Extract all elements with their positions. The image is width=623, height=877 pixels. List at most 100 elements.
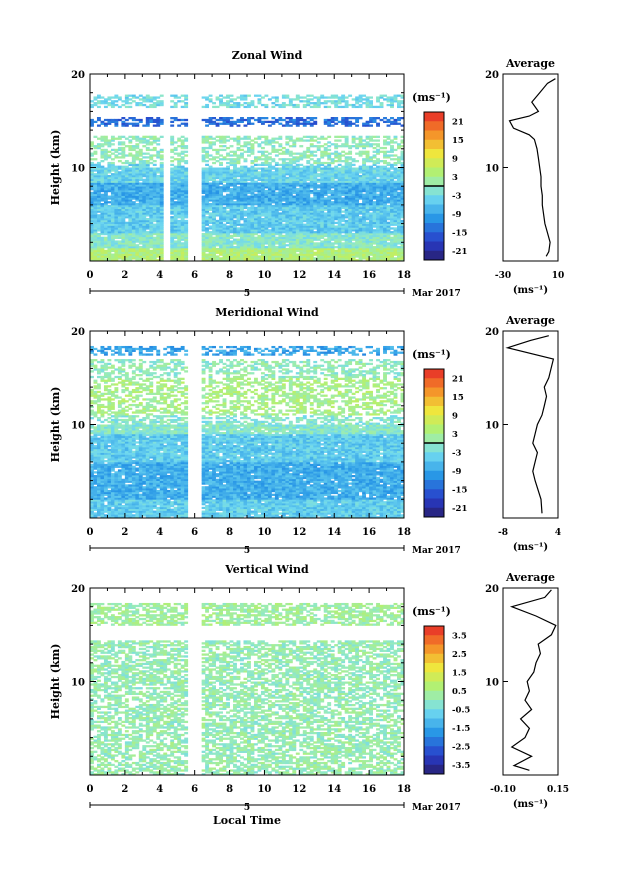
heatmap-cell: [327, 122, 332, 125]
heatmap-cell: [142, 145, 147, 148]
heatmap-cell: [138, 150, 143, 153]
heatmap-cell: [306, 174, 311, 178]
heatmap-cell: [344, 242, 349, 245]
heatmap-cell: [184, 227, 189, 230]
heatmap-cell: [316, 167, 321, 170]
heatmap-cell: [128, 204, 133, 208]
heatmap-cell: [274, 240, 279, 243]
heatmap-cell: [117, 105, 122, 109]
heatmap-cell: [110, 161, 115, 165]
heatmap-cell: [201, 189, 206, 193]
heatmap-cell: [159, 174, 164, 178]
heatmap-cell: [257, 173, 262, 176]
heatmap-cell: [138, 167, 143, 170]
heatmap-cell: [201, 219, 206, 223]
heatmap-cell: [103, 227, 108, 230]
heatmap-cell: [243, 203, 248, 206]
heatmap-cell: [173, 225, 178, 228]
heatmap-cell: [351, 180, 356, 183]
heatmap-cell: [208, 120, 213, 124]
heatmap-cell: [205, 238, 210, 241]
heatmap-cell: [243, 242, 248, 245]
heatmap-cell: [135, 188, 140, 191]
heatmap-cell: [156, 174, 161, 178]
heatmap-cell: [344, 246, 349, 249]
heatmap-cell: [267, 206, 272, 210]
heatmap-cell: [351, 246, 356, 249]
heatmap-cell: [142, 96, 147, 99]
heatmap-cell: [355, 221, 360, 224]
heatmap-cell: [362, 223, 367, 226]
heatmap-cell: [240, 208, 244, 211]
heatmap-cell: [201, 160, 206, 163]
heatmap-cell: [267, 152, 272, 155]
heatmap-cell: [100, 197, 105, 200]
heatmap-cell: [358, 191, 363, 195]
heatmap-cell: [138, 234, 143, 238]
heatmap-cell: [369, 117, 373, 120]
heatmap-cell: [135, 257, 140, 260]
heatmap-cell: [124, 214, 129, 217]
heatmap-cell: [302, 236, 307, 239]
heatmap-cell: [240, 171, 244, 174]
heatmap-cell: [117, 249, 122, 253]
heatmap-cell: [93, 152, 98, 155]
heatmap-cell: [379, 229, 384, 232]
heatmap-cell: [201, 150, 206, 153]
heatmap-cell: [358, 212, 363, 215]
heatmap-cell: [257, 255, 262, 258]
heatmap-cell: [372, 216, 377, 219]
heatmap-cell: [145, 257, 150, 260]
heatmap-cell: [100, 139, 105, 142]
heatmap-cell: [348, 229, 353, 232]
heatmap-cell: [121, 251, 126, 254]
heatmap-cell: [285, 206, 290, 210]
heatmap-cell: [222, 255, 227, 258]
heatmap-cell: [107, 139, 112, 142]
heatmap-cell: [205, 249, 210, 253]
heatmap-cell: [177, 191, 182, 195]
heatmap-cell: [250, 225, 255, 228]
heatmap-cell: [226, 234, 230, 238]
heatmap-cell: [299, 210, 304, 213]
heatmap-cell: [170, 163, 175, 167]
heatmap-cell: [306, 217, 311, 221]
heatmap-cell: [320, 186, 325, 189]
heatmap-cell: [159, 234, 164, 238]
heatmap-cell: [222, 195, 227, 198]
heatmap-cell: [142, 191, 147, 195]
heatmap-cell: [219, 139, 223, 142]
heatmap-cell: [365, 217, 370, 221]
heatmap-cell: [205, 232, 210, 236]
heatmap-cell: [236, 210, 241, 213]
heatmap-cell: [306, 242, 311, 245]
heatmap-cell: [142, 193, 147, 196]
heatmap-cell: [205, 137, 210, 140]
heatmap-cell: [93, 257, 98, 260]
heatmap-cell: [250, 223, 255, 226]
heatmap-cell: [100, 169, 105, 172]
heatmap-cell: [205, 206, 210, 210]
heatmap-cell: [135, 156, 140, 159]
heatmap-cell: [135, 169, 140, 172]
heatmap-cell: [131, 182, 136, 185]
heatmap-cell: [278, 163, 283, 167]
heatmap-cell: [177, 210, 182, 213]
heatmap-cell: [131, 255, 136, 258]
heatmap-cell: [351, 184, 356, 187]
heatmap-cell: [341, 145, 346, 148]
heatmap-cell: [180, 216, 185, 219]
heatmap-cell: [271, 137, 276, 140]
heatmap-cell: [121, 189, 126, 193]
heatmap-cell: [369, 251, 373, 254]
heatmap-cell: [292, 246, 297, 249]
heatmap-cell: [295, 231, 300, 234]
heatmap-cell: [365, 178, 370, 181]
heatmap-cell: [278, 105, 283, 109]
heatmap-cell: [107, 246, 112, 249]
heatmap-cell: [103, 255, 108, 258]
heatmap-cell: [348, 253, 353, 256]
heatmap-cell: [358, 165, 363, 168]
heatmap-cell: [208, 212, 213, 215]
heatmap-cell: [149, 174, 154, 178]
